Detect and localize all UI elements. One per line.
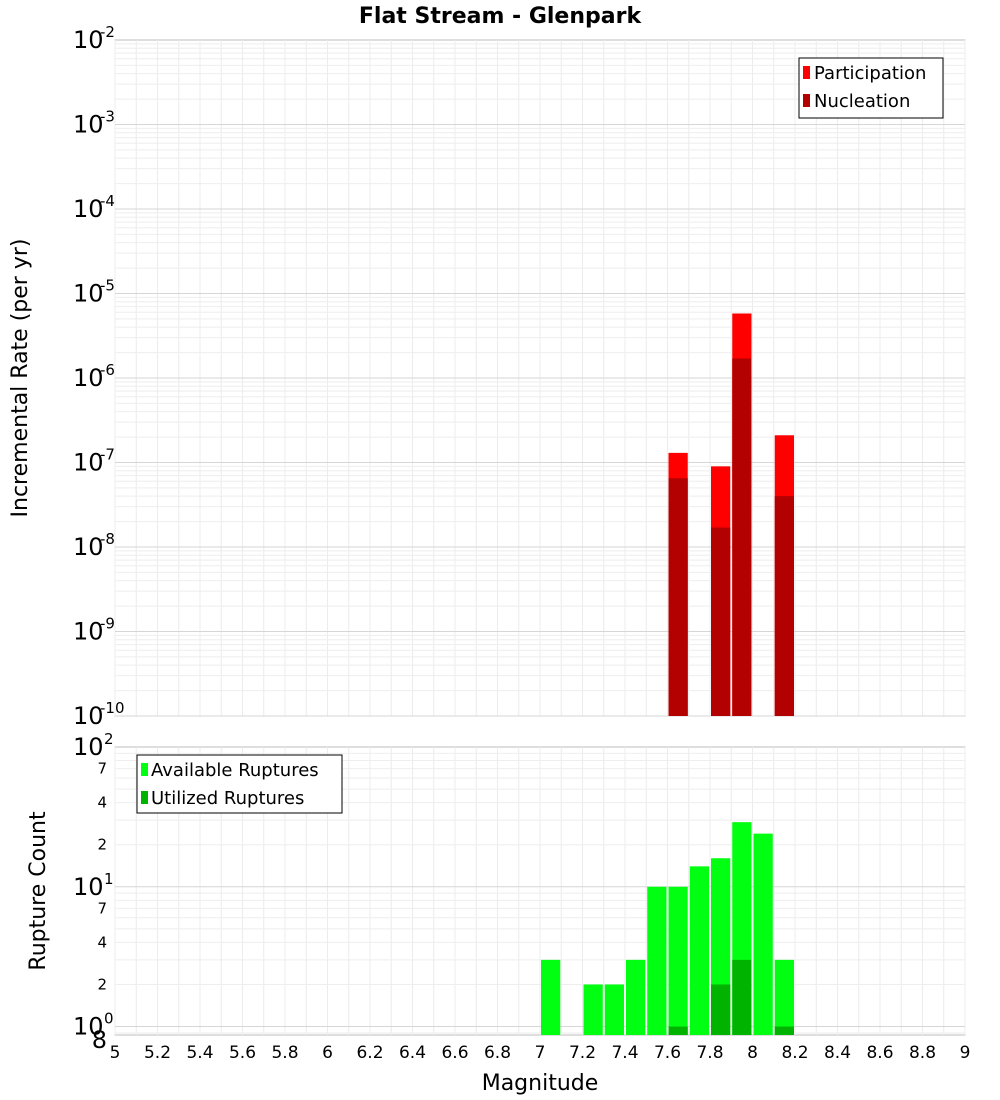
legend-label-participation: Participation	[814, 63, 926, 84]
bar-utilized-ruptures	[774, 1026, 794, 1035]
y-tick-label: 4	[97, 794, 107, 812]
legend-swatch-utilized	[141, 791, 148, 804]
bar-available-ruptures	[604, 984, 624, 1035]
bar-available-ruptures	[541, 959, 561, 1035]
top-y-ticks: 10-210-310-410-510-610-710-810-910-10	[73, 23, 125, 730]
y-tick-label: 10	[73, 26, 104, 54]
y-tick-exponent: -2	[100, 23, 115, 41]
x-tick-label: 7.6	[654, 1043, 681, 1063]
y-tick-exponent: -7	[100, 446, 115, 464]
y-tick-label: 2	[97, 975, 107, 993]
legend-label-nucleation: Nucleation	[814, 91, 910, 112]
x-tick-label: 9	[960, 1043, 971, 1063]
legend-swatch-nucleation	[803, 94, 810, 107]
y-tick-exponent: 2	[104, 730, 114, 748]
x-tick-label: 6.6	[441, 1043, 468, 1063]
x-tick-label: 8	[747, 1043, 758, 1063]
x-tick-label: 5.8	[271, 1043, 298, 1063]
bottom-grid	[114, 747, 966, 1035]
bar-nucleation	[774, 496, 794, 716]
y-tick-label: 10	[73, 111, 104, 139]
x-tick-label: 7.2	[569, 1043, 596, 1063]
top-grid	[114, 40, 966, 717]
bar-utilized-ruptures	[668, 1026, 688, 1035]
x-tick-label: 6	[322, 1043, 333, 1063]
y-tick-label: 8	[92, 1026, 107, 1054]
x-tick-label: 6.4	[399, 1043, 426, 1063]
x-ticks: 5 5.2 5.4 5.6 5.8 6 6.2 6.4 6.6 6.8 7 7.2 7.4 7.6 7.8 8…	[110, 1043, 971, 1063]
x-tick-label: 6.8	[484, 1043, 511, 1063]
bar-available-ruptures	[668, 886, 688, 1035]
bar-nucleation	[711, 527, 731, 716]
y-tick-label: 10	[73, 280, 104, 308]
x-tick-label: 5.4	[186, 1043, 213, 1063]
legend-label-utilized: Utilized Ruptures	[151, 788, 304, 809]
x-tick-label: 6.2	[356, 1043, 383, 1063]
y-tick-label: 10	[73, 449, 104, 477]
y-tick-exponent: -9	[100, 615, 115, 633]
bottom-bars	[541, 822, 794, 1035]
y-tick-exponent: -10	[100, 699, 125, 717]
top-bars	[668, 313, 794, 716]
y-tick-exponent: -4	[100, 192, 115, 210]
y-tick-exponent: 1	[104, 870, 114, 888]
bar-available-ruptures	[689, 866, 709, 1035]
x-tick-label: 7.4	[611, 1043, 638, 1063]
y-tick-label: 2	[97, 836, 107, 854]
x-tick-label: 7.8	[696, 1043, 723, 1063]
x-tick-label: 8.4	[824, 1043, 851, 1063]
y-tick-exponent: -5	[100, 277, 115, 295]
y-tick-label: 7	[97, 899, 107, 917]
chart-title: Flat Stream - Glenpark	[359, 4, 643, 29]
y-tick-exponent: -8	[100, 530, 115, 548]
y-tick-exponent: -3	[100, 108, 115, 126]
bottom-y-axis-label: Rupture Count	[26, 811, 51, 971]
legend-label-available: Available Ruptures	[151, 760, 319, 781]
y-tick-label: 10	[73, 618, 104, 646]
x-tick-label: 7	[535, 1043, 546, 1063]
x-tick-label: 5	[110, 1043, 121, 1063]
x-tick-label: 5.2	[144, 1043, 171, 1063]
x-axis-label: Magnitude	[482, 1071, 599, 1096]
y-tick-label: 10	[73, 364, 104, 392]
bar-nucleation	[732, 358, 752, 716]
bar-nucleation	[668, 478, 688, 716]
y-tick-label: 10	[73, 873, 104, 901]
bar-available-ruptures	[583, 984, 603, 1035]
bar-available-ruptures	[647, 886, 667, 1035]
y-tick-exponent: -6	[100, 361, 115, 379]
bottom-legend: Available Ruptures Utilized Ruptures	[136, 754, 343, 814]
y-tick-label: 10	[73, 195, 104, 223]
top-legend: Participation Nucleation	[798, 57, 944, 119]
y-tick-label: 10	[73, 702, 104, 730]
top-y-axis-label: Incremental Rate (per yr)	[8, 239, 33, 518]
top-legend-box	[798, 57, 944, 119]
bar-utilized-ruptures	[711, 984, 731, 1035]
y-tick-label: 10	[73, 733, 104, 761]
x-tick-label: 8.8	[909, 1043, 936, 1063]
x-tick-label: 5.6	[229, 1043, 256, 1063]
y-tick-label: 7	[97, 760, 107, 778]
legend-swatch-available	[141, 763, 148, 776]
y-tick-exponent: 0	[104, 1010, 114, 1028]
bottom-legend-box	[136, 754, 343, 814]
y-tick-label: 10	[73, 533, 104, 561]
bar-available-ruptures	[753, 833, 773, 1035]
bar-utilized-ruptures	[732, 959, 752, 1035]
bar-available-ruptures	[774, 959, 794, 1035]
y-tick-label: 10	[73, 1013, 104, 1041]
x-tick-label: 8.2	[781, 1043, 808, 1063]
legend-swatch-participation	[803, 66, 810, 79]
x-tick-label: 8.6	[866, 1043, 893, 1063]
y-tick-label: 4	[97, 933, 107, 951]
bar-available-ruptures	[626, 959, 646, 1035]
